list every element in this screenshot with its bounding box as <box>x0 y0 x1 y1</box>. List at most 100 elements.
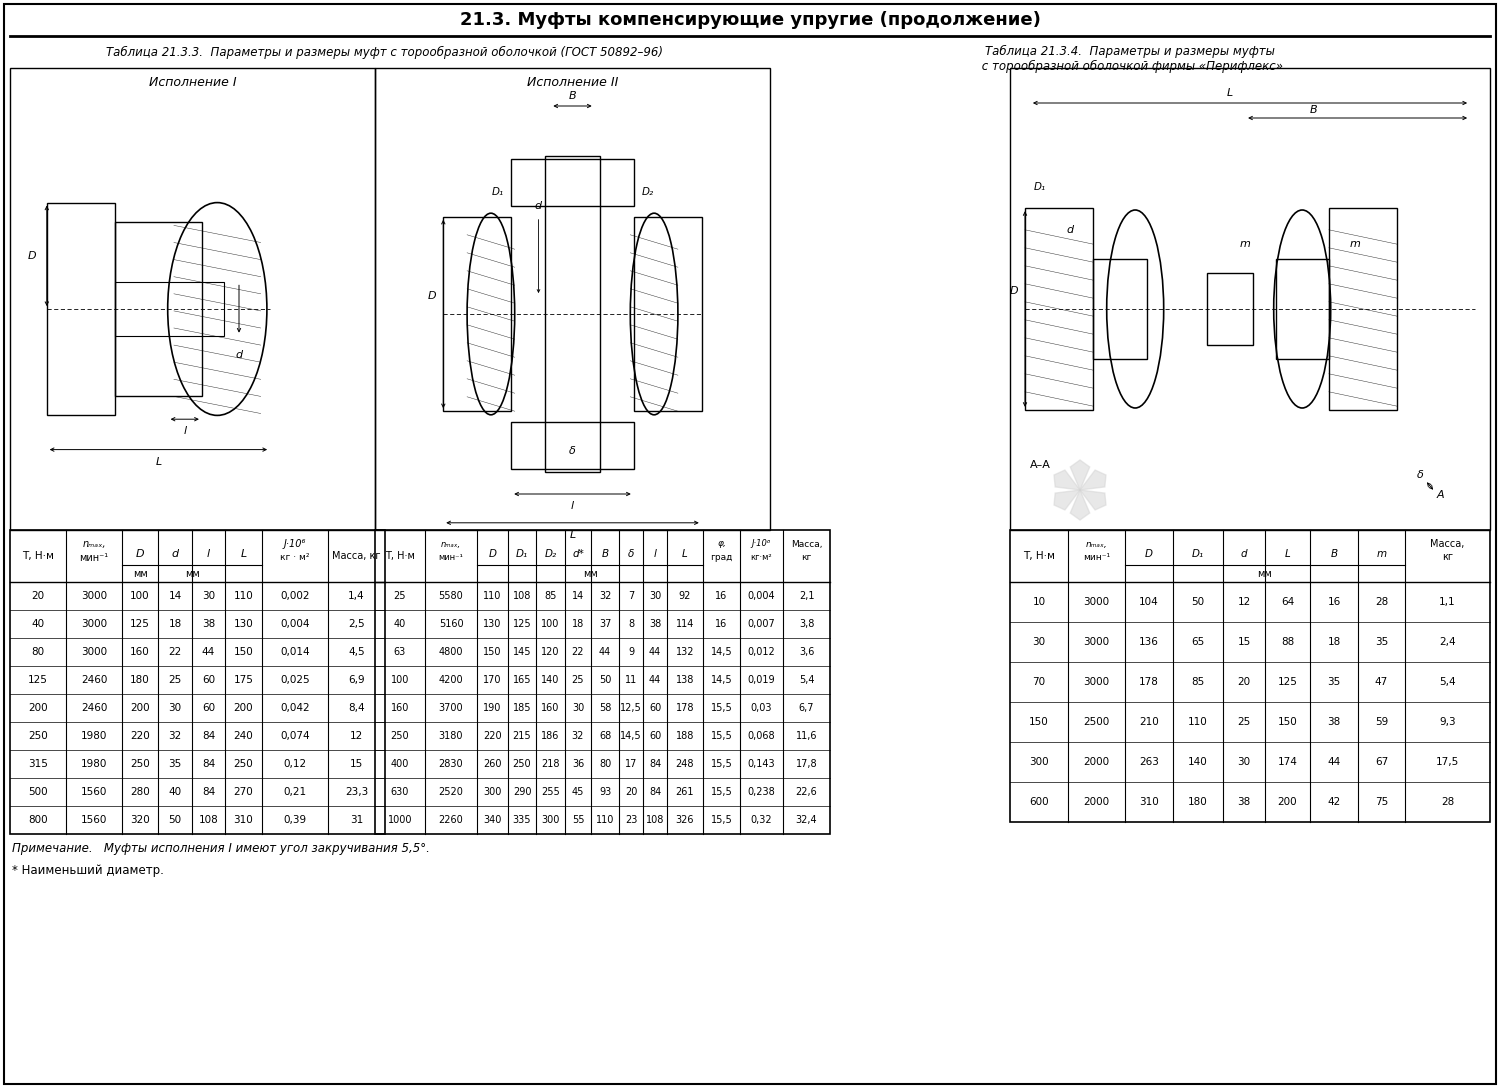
Text: 15,5: 15,5 <box>711 703 732 713</box>
Text: 2460: 2460 <box>81 703 106 713</box>
Bar <box>1024 208 1094 410</box>
Text: 40: 40 <box>394 619 406 629</box>
Text: 3180: 3180 <box>438 731 464 741</box>
Text: кг · м²: кг · м² <box>280 554 309 562</box>
Text: мин⁻¹: мин⁻¹ <box>80 553 108 562</box>
Text: 44: 44 <box>598 647 610 657</box>
Text: 75: 75 <box>1376 798 1388 807</box>
Text: 22: 22 <box>168 647 182 657</box>
Bar <box>512 159 633 206</box>
Text: D₁: D₁ <box>1034 182 1046 191</box>
Text: 630: 630 <box>392 787 410 798</box>
Text: J·10⁶: J·10⁶ <box>752 540 771 548</box>
Text: 44: 44 <box>202 647 214 657</box>
Bar <box>116 222 202 396</box>
Text: 15,5: 15,5 <box>711 759 732 769</box>
Text: 93: 93 <box>598 787 610 798</box>
Text: 44: 44 <box>1328 757 1341 767</box>
Text: 2260: 2260 <box>438 815 464 825</box>
Text: мин⁻¹: мин⁻¹ <box>438 553 464 561</box>
Text: 16: 16 <box>1328 597 1341 607</box>
Text: 35: 35 <box>1328 677 1341 687</box>
Text: 178: 178 <box>675 703 694 713</box>
Text: 185: 185 <box>513 703 531 713</box>
Text: 0,32: 0,32 <box>750 815 772 825</box>
Text: 15: 15 <box>350 759 363 769</box>
Text: L: L <box>240 549 246 559</box>
Text: 44: 44 <box>650 647 662 657</box>
Text: T, Н·м: T, Н·м <box>1023 551 1054 561</box>
Text: 110: 110 <box>596 815 613 825</box>
Text: 250: 250 <box>234 759 254 769</box>
Text: D₂: D₂ <box>640 187 654 197</box>
Text: 18: 18 <box>168 619 182 629</box>
Text: 150: 150 <box>234 647 254 657</box>
Text: 21.3. Муфты компенсирующие упругие (продолжение): 21.3. Муфты компенсирующие упругие (прод… <box>459 11 1041 29</box>
Text: 3,8: 3,8 <box>800 619 814 629</box>
Text: 0,014: 0,014 <box>280 647 310 657</box>
Text: m: m <box>1350 239 1360 249</box>
Text: m: m <box>1377 549 1386 559</box>
Text: 200: 200 <box>130 703 150 713</box>
Text: 215: 215 <box>513 731 531 741</box>
Text: 270: 270 <box>234 787 254 798</box>
Text: 600: 600 <box>1029 798 1048 807</box>
Text: d: d <box>536 201 542 211</box>
Text: 1980: 1980 <box>81 759 106 769</box>
Text: 50: 50 <box>168 815 182 825</box>
Text: 20: 20 <box>1238 677 1251 687</box>
Text: 60: 60 <box>202 703 214 713</box>
Text: 110: 110 <box>1188 717 1208 727</box>
Text: 3700: 3700 <box>438 703 464 713</box>
Text: 140: 140 <box>542 675 560 685</box>
Text: 5160: 5160 <box>438 619 464 629</box>
Text: 263: 263 <box>1138 757 1160 767</box>
Text: 22,6: 22,6 <box>795 787 818 798</box>
Text: 47: 47 <box>1376 677 1388 687</box>
Text: 250: 250 <box>28 731 48 741</box>
Text: 11,6: 11,6 <box>795 731 818 741</box>
Text: 50: 50 <box>598 675 610 685</box>
Text: 0,019: 0,019 <box>747 675 776 685</box>
Text: 0,12: 0,12 <box>284 759 306 769</box>
Text: 290: 290 <box>513 787 531 798</box>
Text: 125: 125 <box>130 619 150 629</box>
Text: 150: 150 <box>1278 717 1298 727</box>
Polygon shape <box>1054 490 1080 510</box>
Bar <box>375 530 830 834</box>
Text: 15,5: 15,5 <box>711 787 732 798</box>
Text: d: d <box>1240 549 1248 559</box>
Text: 0,002: 0,002 <box>280 591 309 601</box>
Text: 220: 220 <box>130 731 150 741</box>
Text: кг: кг <box>801 553 812 561</box>
Text: 85: 85 <box>1191 677 1204 687</box>
Text: кг: кг <box>1442 552 1454 562</box>
Text: 35: 35 <box>168 759 182 769</box>
Text: 12,5: 12,5 <box>620 703 642 713</box>
Text: 310: 310 <box>1138 798 1160 807</box>
Text: 59: 59 <box>1376 717 1388 727</box>
Bar <box>116 283 224 335</box>
Text: 1560: 1560 <box>81 815 106 825</box>
Text: d: d <box>236 349 243 360</box>
Polygon shape <box>1054 470 1080 490</box>
Text: 178: 178 <box>1138 677 1160 687</box>
Text: 160: 160 <box>130 647 150 657</box>
Text: 130: 130 <box>234 619 254 629</box>
Text: 0,042: 0,042 <box>280 703 310 713</box>
Text: Таблица 21.3.4.  Параметры и размеры муфты
 с торообразной оболочкой фирмы «Пери: Таблица 21.3.4. Параметры и размеры муфт… <box>978 45 1282 73</box>
Text: 7: 7 <box>628 591 634 601</box>
Text: 260: 260 <box>483 759 501 769</box>
Polygon shape <box>1080 490 1106 510</box>
Text: 200: 200 <box>28 703 48 713</box>
Text: 12: 12 <box>1238 597 1251 607</box>
Text: 80: 80 <box>598 759 610 769</box>
Bar <box>633 217 702 411</box>
Text: 3000: 3000 <box>1083 636 1110 647</box>
Text: 50: 50 <box>1191 597 1204 607</box>
Text: 15,5: 15,5 <box>711 731 732 741</box>
Text: 0,004: 0,004 <box>280 619 309 629</box>
Text: 4,5: 4,5 <box>348 647 364 657</box>
Text: δ: δ <box>568 446 576 456</box>
Text: 55: 55 <box>572 815 585 825</box>
